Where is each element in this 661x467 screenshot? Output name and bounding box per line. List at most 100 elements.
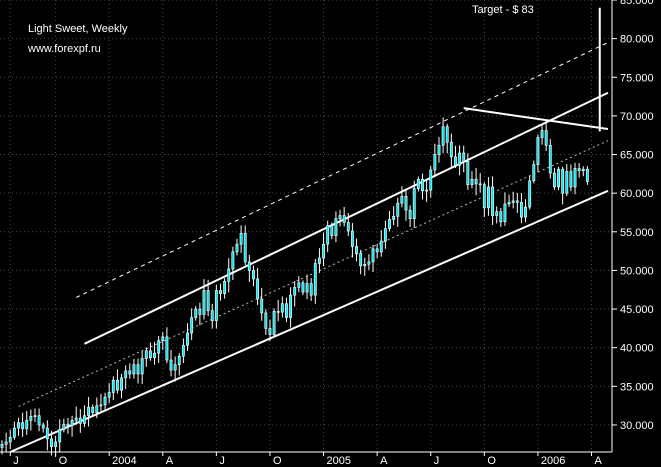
x-tick-label: O — [487, 455, 496, 467]
candle-body — [223, 280, 227, 294]
candle-body — [334, 218, 338, 236]
candle-body — [99, 404, 103, 407]
candle-body — [190, 317, 194, 334]
candle-body — [95, 405, 99, 413]
candle-body — [346, 222, 350, 232]
candles — [0, 117, 589, 457]
candle-body — [165, 336, 169, 361]
candle-body — [66, 423, 70, 427]
candle-body — [58, 429, 62, 443]
candle-body — [412, 188, 416, 219]
candle-body — [441, 126, 445, 146]
candle-body — [25, 420, 29, 430]
y-tick-label: 60.000 — [620, 188, 654, 200]
candle-body — [78, 417, 82, 424]
candle-body — [367, 261, 371, 265]
channel-line — [9, 189, 609, 453]
candle-body — [445, 126, 449, 143]
candle-body — [565, 171, 569, 194]
candle-body — [157, 340, 161, 354]
candle-body — [8, 437, 12, 443]
candle-body — [462, 152, 466, 162]
candle-body — [437, 144, 441, 155]
candle-body — [111, 379, 115, 393]
candle-body — [173, 364, 177, 371]
candle-body — [322, 243, 325, 259]
candle-body — [503, 203, 507, 223]
x-tick-label: A — [595, 455, 603, 467]
candle-body — [408, 209, 412, 219]
x-tick-label: J — [434, 455, 440, 467]
candle-body — [194, 308, 198, 318]
y-axis-labels: 30.000 35.000 40.000 45.000 50.000 55.000 60.0… — [620, 0, 654, 432]
candle-body — [309, 283, 313, 296]
candle-body — [499, 211, 503, 223]
candle-body — [41, 424, 45, 429]
candle-body — [285, 303, 288, 318]
candle-body — [37, 415, 41, 426]
y-tick-label: 80.000 — [620, 34, 654, 46]
candle-body — [400, 195, 404, 204]
candle-body — [581, 168, 585, 172]
x-tick-label: 2005 — [327, 455, 351, 467]
channel-line — [463, 107, 609, 131]
candle-body — [515, 200, 519, 203]
y-tick-label: 50.000 — [620, 265, 654, 277]
candle-body — [396, 202, 400, 217]
candle-body — [507, 202, 511, 205]
candle-body — [29, 416, 33, 421]
candle-body — [495, 211, 499, 216]
candle-body — [454, 156, 457, 166]
candle-body — [132, 364, 136, 375]
candle-body — [148, 350, 152, 359]
candle-body — [50, 438, 53, 447]
candle-body — [577, 168, 581, 172]
candle-body — [161, 336, 165, 342]
candle-body — [124, 370, 128, 379]
chart-title: Light Sweet, Weekly — [28, 23, 128, 35]
candle-body — [491, 186, 495, 216]
candle-body — [247, 261, 251, 271]
candle-body — [169, 359, 173, 371]
candle-body — [301, 282, 305, 293]
candle-body — [45, 427, 49, 440]
candle-body — [177, 355, 181, 365]
x-axis-labels: J O 2004 A J O 2005 A J O 2006 A — [13, 455, 602, 467]
y-tick-label: 55.000 — [620, 227, 654, 239]
candle-body — [260, 298, 264, 314]
candle-body — [421, 178, 424, 192]
x-tick-label: J — [219, 455, 225, 467]
candle-body — [392, 216, 396, 220]
candle-body — [552, 172, 556, 188]
channel-line — [84, 91, 609, 345]
candle-body — [202, 290, 206, 315]
candle-body — [91, 406, 95, 413]
y-tick-label: 65.000 — [620, 150, 654, 162]
candle-body — [330, 225, 334, 236]
y-tick-label: 30.000 — [620, 420, 654, 432]
candle-body — [115, 379, 119, 391]
x-tick-label: A — [166, 455, 174, 467]
candle-body — [210, 310, 214, 321]
x-tick-label: J — [13, 455, 19, 467]
candle-body — [383, 228, 387, 242]
candle-body — [416, 178, 420, 189]
candle-body — [355, 246, 358, 254]
candle-body — [458, 152, 462, 166]
candle-body — [293, 287, 297, 296]
candle-body — [466, 161, 470, 185]
channel-line — [75, 42, 609, 298]
candle-body — [276, 311, 280, 313]
candle-body — [74, 417, 78, 421]
candle-body — [120, 377, 123, 391]
candle-body — [317, 257, 321, 264]
candle-body — [404, 195, 408, 211]
candle-body — [239, 233, 243, 245]
candle-body — [144, 350, 148, 359]
candle-body — [350, 230, 354, 247]
candle-body — [227, 268, 231, 282]
candle-body — [305, 283, 309, 293]
candle-body — [186, 332, 189, 346]
candle-body — [371, 248, 375, 263]
